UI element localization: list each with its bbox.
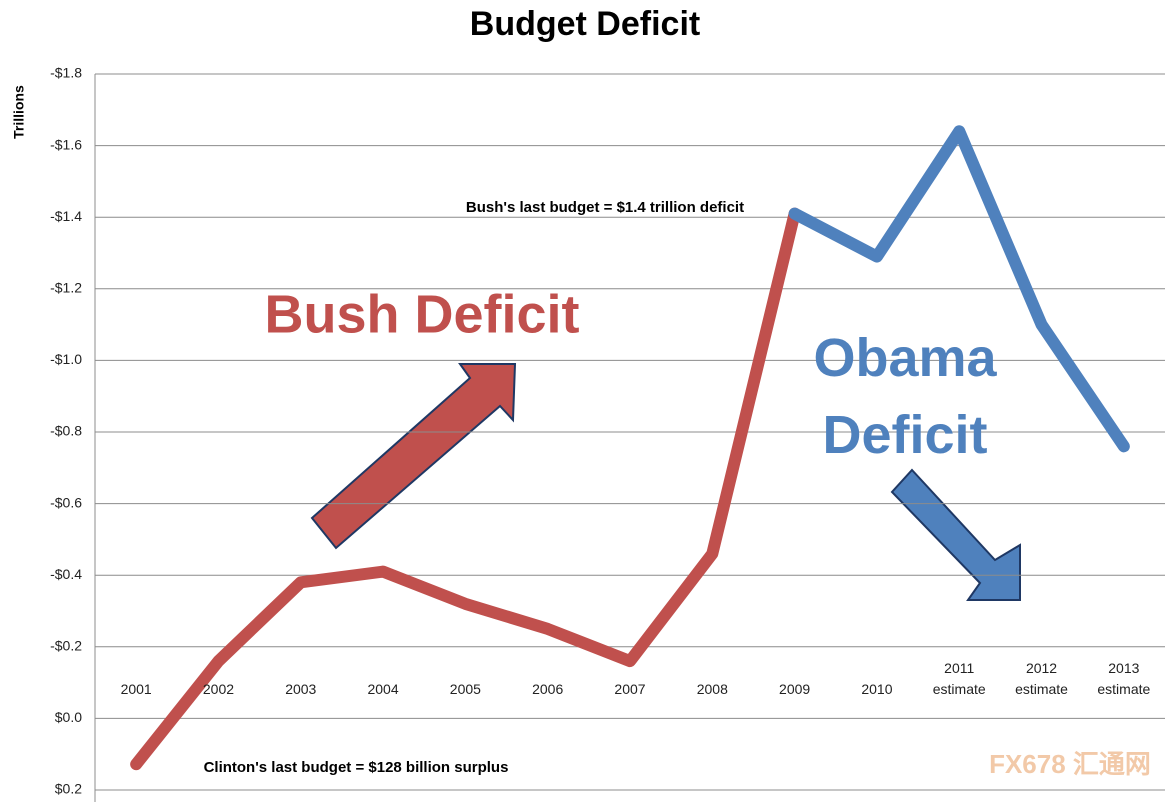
x-tick-label: 2013 estimate — [1097, 660, 1151, 697]
x-tick-label: 2012 estimate — [1015, 660, 1068, 697]
y-tick-label: -$1.6 — [50, 136, 82, 152]
y-tick-label: -$0.6 — [50, 494, 82, 510]
x-tick-label: 2002 — [202, 681, 235, 697]
x-tick-label: 2008 — [696, 681, 728, 697]
y-tick-label: $0.2 — [55, 781, 82, 797]
x-tick-label: 2011 estimate — [932, 660, 986, 697]
x-tick-label: 2003 — [285, 681, 317, 697]
x-tick-label: 2004 — [367, 681, 399, 697]
x-tick-label: 2007 — [614, 681, 646, 697]
x-tick-label: 2006 — [532, 681, 564, 697]
y-tick-label: -$0.4 — [50, 566, 82, 582]
x-tick-label: 2005 — [449, 681, 481, 697]
x-tick-label: 2009 — [779, 681, 811, 697]
y-tick-label: -$0.8 — [50, 423, 82, 439]
x-tick-label: 2010 — [861, 681, 893, 697]
data-line — [130, 207, 801, 771]
series-annotation: Bush Deficit — [264, 284, 579, 344]
y-tick-label: -$1.8 — [50, 65, 82, 81]
x-tick-label: 2001 — [120, 681, 152, 697]
y-tick-label: -$1.2 — [50, 280, 82, 296]
watermark: FX678 汇通网 — [989, 749, 1151, 779]
y-axis-label: Trillions — [11, 85, 27, 139]
data-line — [788, 125, 1130, 453]
y-tick-label: $0.0 — [55, 709, 82, 725]
annotation: Bush's last budget = $1.4 trillion defic… — [466, 199, 744, 216]
down-arrow — [890, 468, 1021, 601]
up-arrow — [310, 363, 517, 550]
annotation: Clinton's last budget = $128 billion sur… — [204, 759, 509, 776]
chart-title: Budget Deficit — [470, 5, 700, 43]
series-annotation: Obama Deficit — [813, 328, 997, 465]
y-tick-label: -$1.0 — [50, 351, 82, 367]
y-tick-label: -$0.2 — [50, 638, 82, 654]
y-tick-label: -$1.4 — [50, 208, 82, 224]
